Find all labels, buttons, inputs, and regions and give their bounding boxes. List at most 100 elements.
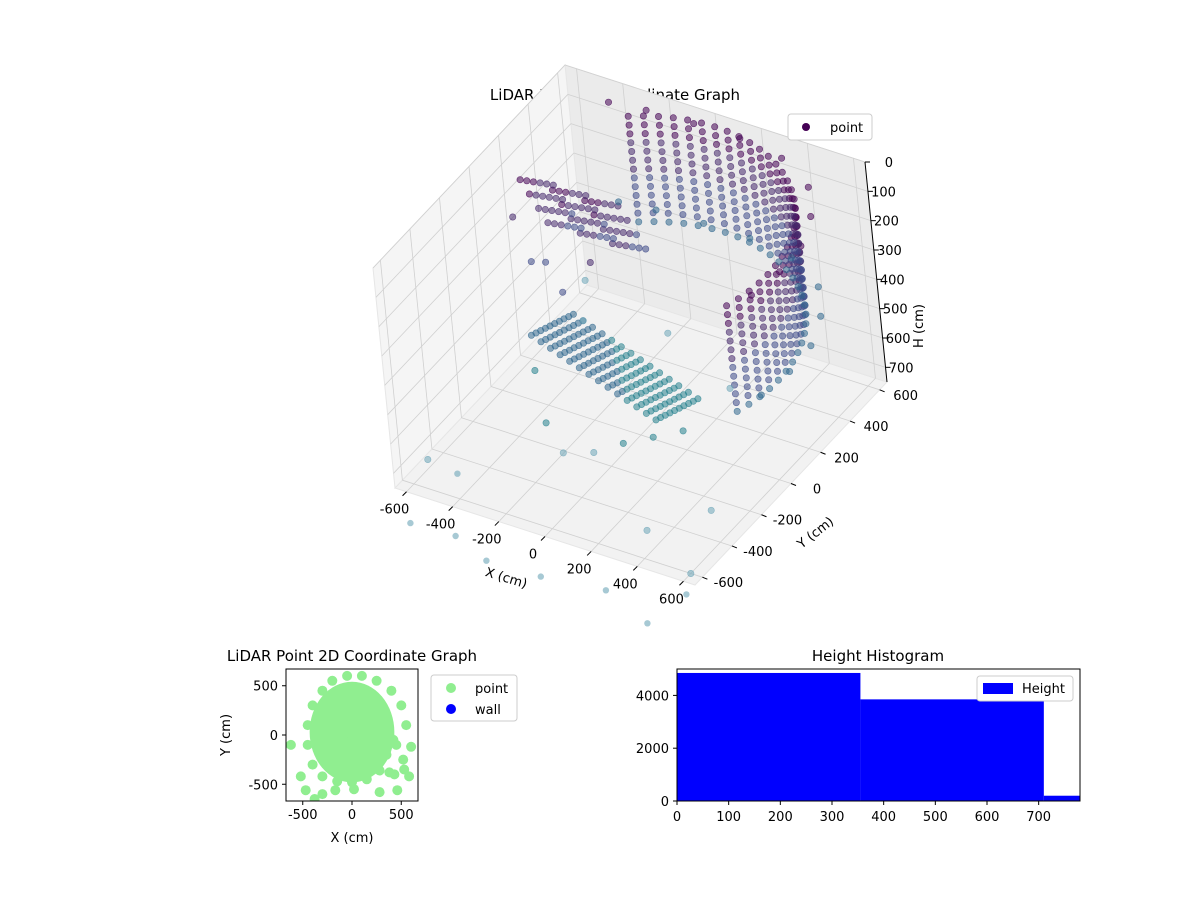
point-3d	[726, 337, 734, 345]
point-3d	[716, 176, 724, 184]
point-3d	[644, 620, 651, 627]
point-3d	[769, 196, 777, 204]
point-3d	[582, 192, 590, 200]
point-3d	[559, 196, 567, 204]
point-3d	[781, 248, 789, 256]
point-3d	[725, 145, 733, 153]
point-3d	[789, 274, 797, 282]
point-3d	[704, 181, 712, 189]
point-2d	[317, 771, 328, 782]
legend-point-label: point	[475, 682, 508, 697]
point-3d	[628, 243, 636, 251]
point-3d	[750, 331, 758, 339]
point-2d	[371, 675, 382, 686]
point-3d	[772, 232, 780, 240]
y-tick-label: 500	[253, 680, 278, 695]
point-3d	[741, 365, 749, 373]
point-3d	[617, 215, 625, 223]
point-3d	[700, 219, 708, 227]
point-3d	[619, 229, 627, 237]
point-3d	[550, 220, 558, 228]
point-3d	[753, 366, 761, 374]
point-3d	[739, 177, 747, 185]
point-3d	[770, 332, 778, 340]
point-2d	[356, 744, 367, 755]
point-3d	[802, 320, 810, 328]
legend-point-label: point	[830, 121, 863, 136]
point-3d	[780, 239, 788, 247]
point-3d	[755, 235, 763, 243]
x-tick-mark	[402, 491, 407, 497]
point-3d	[753, 209, 761, 217]
point-3d	[741, 194, 749, 202]
point-3d	[635, 244, 643, 252]
point-3d	[742, 203, 750, 211]
grid-line	[573, 152, 874, 251]
point-3d	[642, 106, 650, 114]
point-3d	[774, 187, 782, 195]
point-3d	[784, 314, 792, 322]
point-3d	[723, 127, 731, 135]
point-2d	[337, 754, 348, 765]
point-3d	[627, 349, 635, 357]
point-3d	[738, 168, 746, 176]
point-3d	[673, 149, 681, 157]
point-3d	[728, 171, 736, 179]
point-3d	[773, 169, 781, 177]
point-3d	[721, 228, 729, 236]
point-3d	[454, 470, 461, 477]
point-3d	[686, 142, 694, 150]
point-3d	[581, 276, 589, 284]
point-3d	[744, 391, 752, 399]
point-3d	[424, 455, 432, 463]
point-3d	[759, 180, 767, 188]
point-3d	[772, 160, 780, 168]
point-3d	[568, 210, 576, 218]
point-3d	[736, 141, 744, 149]
point-2d	[366, 725, 377, 736]
histogram-frame	[676, 668, 1081, 802]
point-3d	[774, 288, 782, 296]
point-3d	[763, 224, 771, 232]
point-3d	[626, 130, 634, 138]
point-3d	[756, 288, 764, 296]
point-3d	[770, 214, 778, 222]
point-3d	[774, 249, 782, 257]
point-3d	[775, 258, 783, 266]
point-3d	[769, 205, 777, 213]
point-3d	[711, 123, 719, 131]
x-tick-mark	[632, 565, 638, 571]
point-3d	[652, 206, 660, 214]
point-3d	[719, 211, 727, 219]
point-3d	[736, 312, 744, 320]
grid-line	[381, 152, 575, 357]
point-3d	[535, 204, 543, 212]
point-3d	[646, 174, 654, 182]
point-3d	[674, 158, 682, 166]
point-3d	[676, 184, 684, 192]
point-3d	[670, 123, 678, 131]
point-3d	[737, 159, 745, 167]
point-3d	[768, 188, 776, 196]
point-2d	[302, 720, 313, 731]
y-tick-label: 200	[834, 451, 859, 466]
point-3d	[774, 178, 782, 186]
point-3d	[562, 188, 570, 196]
point-3d	[729, 189, 737, 197]
chart-3d-points	[407, 98, 825, 627]
point-3d	[732, 399, 740, 407]
grid-line	[402, 479, 703, 578]
point-3d	[541, 206, 549, 214]
x-tick-label: 400	[871, 810, 896, 825]
point-3d	[782, 257, 790, 265]
point-3d	[800, 329, 808, 337]
point-3d	[802, 310, 810, 318]
point-3d	[762, 349, 770, 357]
point-3d	[747, 305, 755, 313]
point-3d	[549, 181, 557, 189]
point-3d	[712, 132, 720, 140]
z-tick-label: 500	[883, 303, 908, 318]
point-3d	[679, 211, 687, 219]
point-3d	[612, 227, 620, 235]
point-3d	[590, 448, 598, 456]
